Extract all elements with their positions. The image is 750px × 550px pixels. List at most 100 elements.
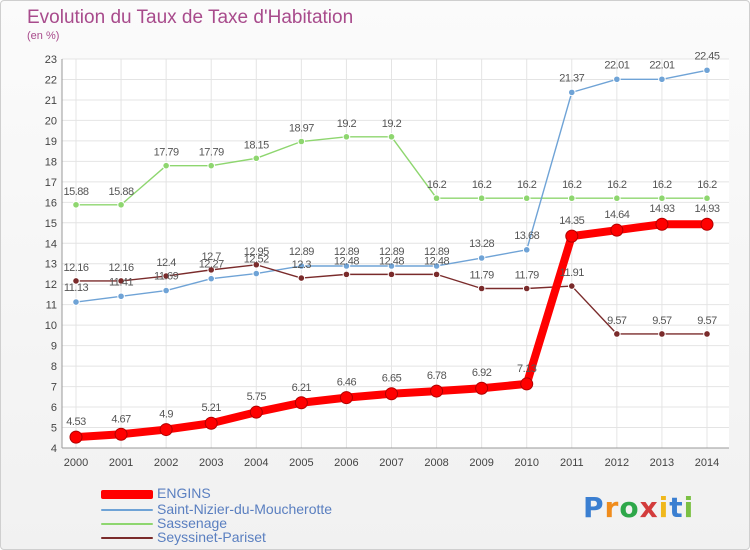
data-label-seyssinet-pariset: 12.95	[244, 246, 269, 258]
data-point-engins	[475, 381, 489, 395]
data-point-saint-nizier-du-moucherotte	[522, 246, 531, 254]
unit-label: (en %)	[27, 30, 60, 42]
legend-swatch-seyssinet	[101, 537, 153, 539]
data-point-seyssinet-pariset	[297, 274, 306, 282]
data-label-saint-nizier-du-moucherotte: 13.68	[514, 230, 539, 242]
y-tick-label: 21	[45, 95, 57, 107]
data-label-saint-nizier-du-moucherotte: 12.89	[334, 246, 359, 258]
legend-swatch-sassenage	[101, 523, 153, 525]
data-point-seyssinet-pariset	[432, 270, 441, 279]
y-tick-label: 5	[51, 423, 57, 435]
data-point-saint-nizier-du-moucherotte	[567, 88, 576, 97]
y-tick-label: 12	[45, 279, 57, 291]
legend-label-saint-nizier: Saint-Nizier-du-Moucherotte	[157, 501, 333, 517]
data-label-saint-nizier-du-moucherotte: 21.37	[559, 72, 584, 84]
data-point-seyssinet-pariset	[703, 330, 711, 338]
data-label-seyssinet-pariset: 12.7	[202, 251, 222, 263]
data-point-saint-nizier-du-moucherotte	[658, 75, 666, 84]
logo-letter: i	[683, 491, 695, 524]
y-tick-label: 7	[51, 382, 57, 394]
data-point-seyssinet-pariset	[72, 277, 80, 285]
y-tick-label: 14	[45, 238, 57, 250]
y-tick-label: 15	[45, 218, 57, 230]
data-point-saint-nizier-du-moucherotte	[432, 262, 441, 270]
data-point-engins	[700, 217, 714, 231]
data-point-sassenage	[252, 154, 261, 163]
data-label-sassenage: 16.2	[652, 179, 672, 191]
data-label-engins: 6.78	[427, 370, 447, 382]
y-tick-label: 16	[45, 197, 57, 209]
data-label-engins: 6.92	[472, 367, 492, 379]
data-label-saint-nizier-du-moucherotte: 12.27	[199, 259, 224, 271]
data-label-engins: 7.13	[517, 363, 537, 375]
data-point-sassenage	[297, 137, 306, 146]
data-label-sassenage: 16.2	[607, 179, 627, 191]
data-point-sassenage	[432, 194, 441, 203]
data-label-sassenage: 15.88	[63, 186, 88, 198]
chart-title: Evolution du Taux de Taxe d'Habitation	[27, 7, 354, 28]
data-point-engins	[204, 416, 218, 430]
data-point-seyssinet-pariset	[162, 272, 170, 280]
data-label-engins: 6.46	[337, 377, 357, 389]
data-point-engins	[159, 423, 173, 437]
legend-label-seyssinet: Seyssinet-Pariset	[157, 529, 266, 545]
data-label-saint-nizier-du-moucherotte: 22.45	[694, 50, 719, 62]
data-label-saint-nizier-du-moucherotte: 22.01	[649, 59, 674, 71]
x-tick-label: 2008	[424, 457, 448, 469]
y-tick-label: 20	[45, 115, 57, 127]
x-tick-label: 2007	[379, 457, 403, 469]
proxiti-logo: Proxiti	[583, 491, 694, 524]
logo-letter: x	[639, 491, 659, 524]
data-point-saint-nizier-du-moucherotte	[162, 286, 170, 295]
plot-area	[62, 59, 729, 448]
data-point-sassenage	[117, 200, 125, 209]
data-point-sassenage	[613, 194, 621, 203]
logo-letter: t	[669, 491, 684, 524]
data-point-engins	[114, 427, 128, 441]
y-tick-label: 10	[45, 320, 57, 332]
x-tick-label: 2013	[650, 457, 674, 469]
x-tick-label: 2012	[605, 457, 629, 469]
x-tick-label: 2005	[289, 457, 313, 469]
data-point-sassenage	[658, 194, 666, 203]
data-point-saint-nizier-du-moucherotte	[72, 298, 80, 306]
x-tick-label: 2006	[334, 457, 358, 469]
data-point-seyssinet-pariset	[658, 330, 666, 338]
x-tick-label: 2010	[514, 457, 538, 469]
data-label-sassenage: 18.15	[244, 139, 269, 151]
data-label-engins: 6.65	[382, 373, 402, 385]
data-label-sassenage: 18.97	[289, 123, 314, 135]
data-point-sassenage	[72, 200, 80, 209]
data-point-sassenage	[703, 194, 711, 203]
data-point-seyssinet-pariset	[522, 284, 531, 293]
data-label-sassenage: 16.2	[562, 179, 582, 191]
data-label-saint-nizier-du-moucherotte: 12.52	[244, 254, 269, 266]
data-point-engins	[69, 430, 83, 444]
data-label-saint-nizier-du-moucherotte: 13.28	[469, 238, 494, 250]
y-tick-label: 4	[51, 443, 57, 455]
data-label-seyssinet-pariset: 9.57	[607, 315, 627, 327]
data-label-sassenage: 16.2	[697, 179, 717, 191]
data-label-engins: 4.9	[159, 409, 173, 421]
data-label-engins: 14.64	[604, 209, 629, 221]
data-label-seyssinet-pariset: 12.4	[156, 257, 176, 269]
data-point-seyssinet-pariset	[252, 260, 261, 269]
data-label-saint-nizier-du-moucherotte: 11.41	[109, 276, 134, 288]
y-tick-label: 6	[51, 402, 57, 414]
y-tick-label: 17	[45, 177, 57, 189]
data-label-engins: 6.21	[292, 382, 312, 394]
data-label-sassenage: 19.2	[337, 118, 357, 130]
y-tick-label: 22	[45, 74, 57, 86]
data-point-seyssinet-pariset	[567, 282, 576, 290]
data-point-engins	[655, 217, 669, 231]
data-point-saint-nizier-du-moucherotte	[297, 262, 306, 270]
data-point-engins	[610, 223, 624, 237]
data-label-sassenage: 16.2	[427, 179, 447, 191]
x-tick-label: 2000	[64, 457, 88, 469]
data-point-sassenage	[567, 194, 576, 203]
data-label-saint-nizier-du-moucherotte: 22.01	[604, 59, 629, 71]
data-label-seyssinet-pariset: 12.3	[292, 259, 312, 271]
data-point-engins	[385, 387, 398, 401]
logo-letter: P	[583, 491, 605, 524]
